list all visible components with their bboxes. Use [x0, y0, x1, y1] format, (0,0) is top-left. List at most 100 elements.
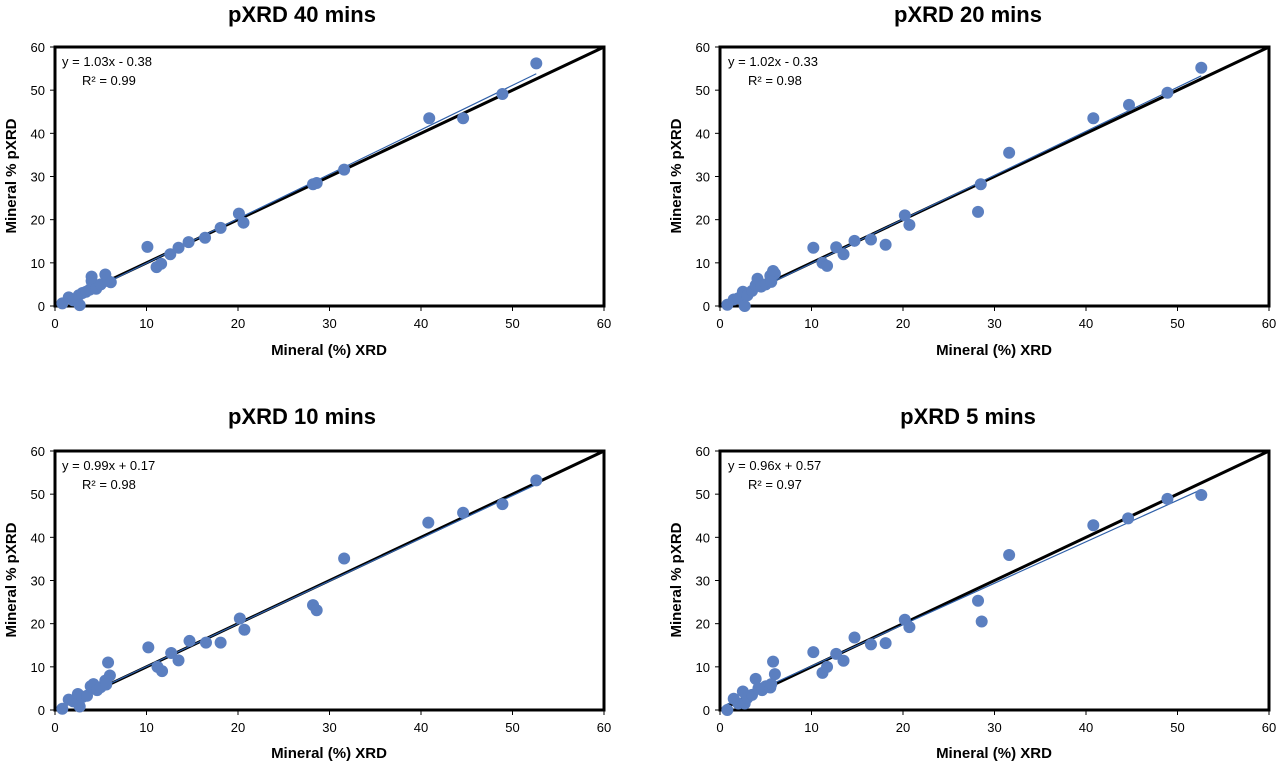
x-tick-label: 20: [231, 316, 245, 331]
x-tick-label: 60: [1262, 316, 1276, 331]
data-point: [1122, 512, 1135, 525]
data-point: [104, 276, 117, 289]
x-tick-label: 10: [139, 316, 153, 331]
y-axis-label: Mineral % pXRD: [668, 522, 685, 637]
data-point: [338, 163, 351, 176]
x-tick-label: 30: [987, 720, 1001, 735]
y-axis-label: Mineral % pXRD: [668, 118, 685, 233]
data-point: [898, 209, 911, 222]
x-tick-label: 10: [804, 316, 818, 331]
x-tick-label: 30: [987, 316, 1001, 331]
y-tick-label: 40: [696, 530, 710, 545]
y-tick-label: 50: [696, 83, 710, 98]
data-point: [142, 641, 155, 654]
x-tick-label: 50: [1170, 720, 1184, 735]
regression-equation: y = 1.02x - 0.33: [728, 54, 818, 69]
trend-line: [724, 75, 1202, 306]
one-to-one-line: [719, 449, 1270, 712]
data-point: [457, 506, 470, 519]
x-tick-label: 10: [139, 720, 153, 735]
x-tick-label: 30: [322, 720, 336, 735]
data-point: [864, 638, 877, 651]
data-point: [164, 248, 177, 261]
data-point: [864, 233, 877, 246]
data-point: [530, 57, 543, 70]
y-tick-label: 20: [696, 617, 710, 632]
data-point: [848, 234, 861, 247]
data-point: [879, 637, 892, 650]
y-tick-label: 10: [696, 256, 710, 271]
y-tick-label: 40: [31, 126, 45, 141]
data-point: [214, 221, 227, 234]
data-point: [56, 702, 69, 715]
data-point: [1087, 519, 1100, 532]
data-point: [1161, 492, 1174, 505]
data-point: [457, 112, 470, 125]
data-point: [903, 621, 916, 634]
y-tick-label: 10: [31, 256, 45, 271]
data-point: [1003, 549, 1016, 562]
data-point: [496, 498, 509, 511]
y-axis-label: Mineral % pXRD: [3, 118, 20, 233]
x-tick-label: 20: [231, 720, 245, 735]
data-point: [972, 594, 985, 607]
regression-equation: y = 0.99x + 0.17: [62, 458, 155, 473]
r-squared: R² = 0.98: [748, 73, 802, 88]
chart-panel-pxrd-10-mins: pXRD 10 mins y = 0.99x + 0.17 R² = 0.98 …: [3, 404, 611, 762]
data-point: [310, 604, 323, 617]
regression-equation: y = 1.03x - 0.38: [62, 54, 152, 69]
y-tick-label: 40: [696, 126, 710, 141]
data-point: [721, 704, 734, 716]
y-axis-label: Mineral % pXRD: [3, 522, 20, 637]
x-tick-label: 60: [597, 316, 611, 331]
data-point: [232, 207, 245, 220]
data-point: [237, 216, 250, 229]
data-point: [165, 647, 178, 660]
x-tick-label: 50: [1170, 316, 1184, 331]
y-tick-label: 50: [696, 487, 710, 502]
data-point: [233, 612, 246, 625]
data-point: [848, 631, 861, 644]
data-point: [807, 646, 820, 659]
chart-panel-pxrd-20-mins: pXRD 20 mins y = 1.02x - 0.33 R² = 0.98 …: [668, 2, 1276, 359]
data-point: [837, 654, 850, 667]
data-point: [422, 516, 435, 529]
y-tick-label: 40: [31, 530, 45, 545]
chart-title: pXRD 40 mins: [228, 2, 376, 27]
data-point: [749, 672, 762, 685]
r-squared: R² = 0.99: [82, 73, 136, 88]
data-point: [1195, 61, 1208, 74]
y-tick-label: 20: [31, 213, 45, 228]
y-tick-label: 60: [31, 40, 45, 55]
data-point: [1123, 98, 1136, 111]
x-tick-label: 60: [597, 720, 611, 735]
y-tick-label: 30: [696, 574, 710, 589]
data-point: [1003, 146, 1016, 159]
x-tick-label: 0: [716, 316, 723, 331]
data-point: [807, 241, 820, 254]
trend-line: [724, 489, 1202, 707]
x-tick-label: 10: [804, 720, 818, 735]
y-tick-label: 20: [31, 617, 45, 632]
data-point: [100, 678, 113, 691]
y-tick-label: 60: [696, 40, 710, 55]
x-tick-label: 0: [51, 316, 58, 331]
x-tick-label: 60: [1262, 720, 1276, 735]
x-tick-label: 40: [1079, 316, 1093, 331]
y-tick-label: 30: [31, 574, 45, 589]
x-axis-label: Mineral (%) XRD: [271, 745, 387, 762]
y-tick-label: 10: [31, 660, 45, 675]
data-point: [141, 240, 154, 253]
data-point: [238, 623, 251, 636]
data-point: [214, 636, 227, 649]
data-point: [496, 88, 509, 101]
y-tick-label: 0: [38, 299, 45, 314]
trend-line: [59, 483, 537, 708]
data-point: [1161, 86, 1174, 99]
data-point: [530, 474, 543, 487]
chart-title: pXRD 20 mins: [894, 2, 1042, 27]
y-tick-label: 20: [696, 213, 710, 228]
data-point: [73, 299, 86, 312]
chart-title: pXRD 10 mins: [228, 404, 376, 429]
x-tick-label: 20: [896, 316, 910, 331]
